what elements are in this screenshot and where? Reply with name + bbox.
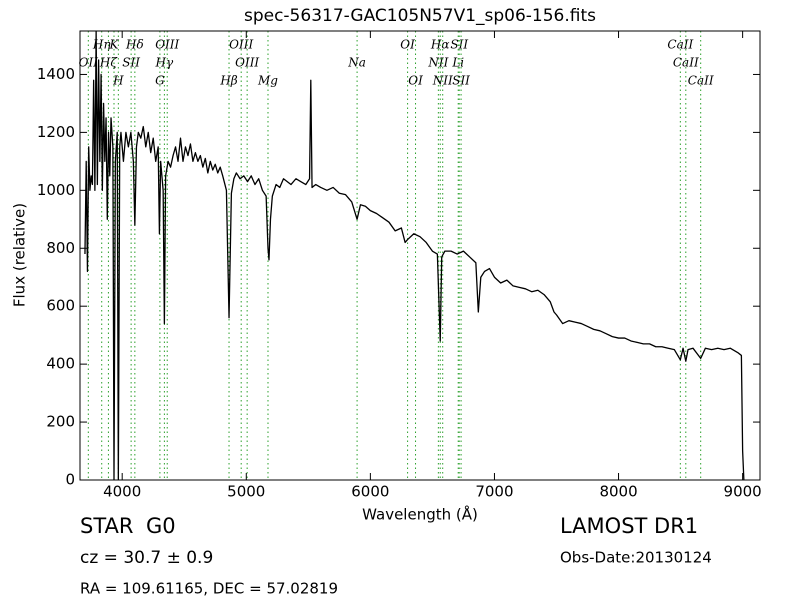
subclass: G0 <box>146 514 176 538</box>
spectral-line-label: H <box>112 74 124 88</box>
spectral-line-label: Hγ <box>155 56 174 70</box>
y-tick-label: 1400 <box>37 65 75 83</box>
spectral-line-label: CaII <box>688 74 714 88</box>
y-axis-label: Flux (relative) <box>11 203 29 307</box>
spectral-line-label: K <box>109 38 120 52</box>
object-class: STAR <box>80 514 133 538</box>
spectral-line-label: OI <box>400 38 415 52</box>
survey: LAMOST DR1 <box>560 514 698 538</box>
spectral-line-label: SII <box>122 56 140 70</box>
y-tick-label: 800 <box>46 239 75 257</box>
x-tick-label: 5000 <box>227 483 265 501</box>
y-tick-label: 200 <box>46 413 75 431</box>
x-tick-label: 9000 <box>724 483 762 501</box>
spectral-line-label: Na <box>347 56 366 70</box>
spectral-line-label: Hδ <box>125 38 144 52</box>
spectral-line-label: OIII <box>229 38 253 52</box>
spectral-line-label: OIII <box>155 38 179 52</box>
spectral-line-label: G <box>155 74 165 88</box>
spectral-line-label: NII <box>432 74 453 88</box>
coordinates: RA = 109.61165, DEC = 57.02819 <box>80 580 338 598</box>
obs-date: Obs-Date:20130124 <box>560 549 712 567</box>
spectral-line-label: SII <box>452 74 470 88</box>
x-tick-label: 7000 <box>475 483 513 501</box>
spectral-line-label: OIII <box>235 56 259 70</box>
spectral-line-label: NII <box>427 56 448 70</box>
redshift: cz = 30.7 ± 0.9 <box>80 548 213 568</box>
spectral-line-label: CaII <box>667 38 693 52</box>
x-tick-label: 4000 <box>103 483 141 501</box>
y-tick-label: 600 <box>46 297 75 315</box>
spectral-line-label: OI <box>408 74 423 88</box>
x-axis-label: Wavelength (Å) <box>362 505 478 524</box>
y-tick-label: 400 <box>46 355 75 373</box>
spectral-line-label: Hβ <box>219 74 237 88</box>
spectral-line-label: Li <box>451 56 464 70</box>
plot-frame <box>79 30 761 481</box>
spectral-line-label: Hζ <box>99 56 118 70</box>
spectral-line-label: SII <box>450 38 468 52</box>
spectrum-line <box>84 31 745 480</box>
y-tick-label: 0 <box>65 471 75 489</box>
spectral-line-label: CaII <box>673 56 699 70</box>
x-tick-label: 8000 <box>599 483 637 501</box>
spectral-line-label: Mg <box>257 74 278 88</box>
y-tick-label: 1000 <box>37 181 75 199</box>
x-tick-label: 6000 <box>351 483 389 501</box>
spectral-line-label: OII <box>79 56 99 70</box>
spectral-line-label: Hα <box>430 38 450 52</box>
y-tick-label: 1200 <box>37 123 75 141</box>
chart-title: spec-56317-GAC105N57V1_sp06-156.fits <box>244 6 596 26</box>
